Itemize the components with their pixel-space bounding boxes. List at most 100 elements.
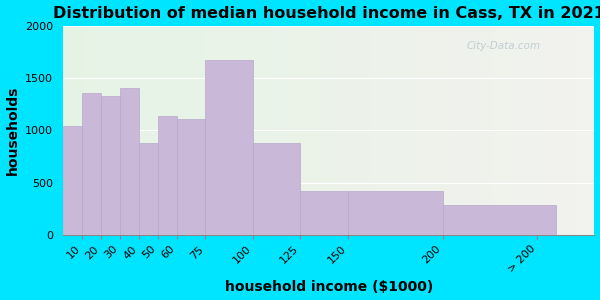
Bar xyxy=(491,26,493,235)
Bar xyxy=(196,26,199,235)
Bar xyxy=(103,26,106,235)
Bar xyxy=(233,26,236,235)
Bar xyxy=(340,26,342,235)
Bar xyxy=(528,26,530,235)
Bar xyxy=(347,191,443,235)
Bar xyxy=(451,26,454,235)
Bar xyxy=(98,26,100,235)
Bar xyxy=(307,26,310,235)
Bar xyxy=(161,26,164,235)
Bar xyxy=(297,26,299,235)
Bar xyxy=(571,26,573,235)
Bar xyxy=(470,26,472,235)
Bar xyxy=(353,26,355,235)
Bar xyxy=(71,26,74,235)
Bar xyxy=(390,26,392,235)
Bar xyxy=(182,26,185,235)
Bar xyxy=(108,26,111,235)
Bar xyxy=(536,26,539,235)
Bar xyxy=(220,26,223,235)
Bar xyxy=(316,26,318,235)
Bar xyxy=(530,26,533,235)
Bar xyxy=(461,26,464,235)
Bar xyxy=(350,26,353,235)
Bar xyxy=(199,26,201,235)
Bar xyxy=(95,26,98,235)
Bar xyxy=(419,26,422,235)
Bar xyxy=(74,26,76,235)
Bar xyxy=(565,26,568,235)
Bar xyxy=(225,26,228,235)
Bar xyxy=(313,26,316,235)
Bar xyxy=(385,26,387,235)
Bar xyxy=(230,26,233,235)
Bar xyxy=(541,26,544,235)
Bar xyxy=(416,26,419,235)
Bar xyxy=(361,26,363,235)
Bar xyxy=(305,26,307,235)
Bar xyxy=(212,26,214,235)
Bar xyxy=(299,26,302,235)
Bar xyxy=(251,26,254,235)
Bar xyxy=(467,26,470,235)
Bar xyxy=(158,26,161,235)
Bar xyxy=(249,26,251,235)
Bar xyxy=(289,26,292,235)
Bar xyxy=(478,26,480,235)
Bar xyxy=(560,26,563,235)
Bar xyxy=(120,88,139,235)
Bar xyxy=(82,93,101,235)
Bar xyxy=(395,26,398,235)
Bar xyxy=(355,26,358,235)
Bar xyxy=(344,26,347,235)
Bar xyxy=(140,26,143,235)
Bar xyxy=(169,26,172,235)
Bar xyxy=(371,26,374,235)
Bar xyxy=(523,26,526,235)
Bar xyxy=(472,26,475,235)
Bar xyxy=(135,26,137,235)
Bar xyxy=(193,26,196,235)
Bar xyxy=(337,26,340,235)
Bar xyxy=(209,26,212,235)
Bar xyxy=(302,26,305,235)
Bar xyxy=(382,26,385,235)
Bar xyxy=(180,26,182,235)
Bar xyxy=(342,26,344,235)
Bar xyxy=(228,26,230,235)
Bar xyxy=(270,26,273,235)
Bar xyxy=(113,26,116,235)
Bar xyxy=(164,26,167,235)
Bar xyxy=(321,26,323,235)
Bar xyxy=(286,26,289,235)
Bar xyxy=(483,26,485,235)
Bar xyxy=(557,26,560,235)
Bar xyxy=(124,26,127,235)
Bar xyxy=(292,26,294,235)
Bar xyxy=(191,26,193,235)
Bar xyxy=(121,26,124,235)
Bar xyxy=(403,26,406,235)
Bar xyxy=(63,126,82,235)
Bar xyxy=(544,26,547,235)
Bar xyxy=(278,26,281,235)
Bar xyxy=(379,26,382,235)
Bar xyxy=(578,26,581,235)
Bar xyxy=(65,26,68,235)
Bar xyxy=(201,26,204,235)
Bar xyxy=(387,26,390,235)
Bar xyxy=(188,26,191,235)
Title: Distribution of median household income in Cass, TX in 2021: Distribution of median household income … xyxy=(53,6,600,21)
Bar xyxy=(592,26,595,235)
Bar xyxy=(377,26,379,235)
Bar xyxy=(443,26,446,235)
Bar xyxy=(204,26,206,235)
Bar xyxy=(366,26,368,235)
Bar xyxy=(281,26,284,235)
Bar xyxy=(437,26,440,235)
Bar xyxy=(172,26,175,235)
Bar xyxy=(400,26,403,235)
Bar xyxy=(443,205,556,235)
Bar xyxy=(275,26,278,235)
Bar xyxy=(573,26,576,235)
